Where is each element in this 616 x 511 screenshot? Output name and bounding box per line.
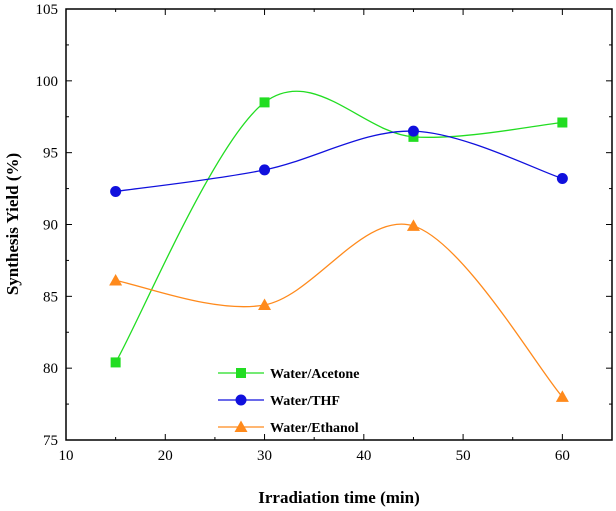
data-point-water-ethanol xyxy=(406,219,420,231)
x-tick-label: 40 xyxy=(356,448,371,464)
legend-label: Water/Ethanol xyxy=(270,421,359,436)
x-axis-title: Irradiation time (min) xyxy=(258,488,419,507)
data-point-water-thf xyxy=(110,185,122,197)
x-tick-label: 30 xyxy=(257,448,272,464)
legend-label: Water/Acetone xyxy=(270,367,359,382)
y-tick-label: 75 xyxy=(43,433,58,449)
y-tick-label: 100 xyxy=(36,74,59,90)
legend-marker xyxy=(234,420,248,432)
plot-area-frame xyxy=(65,8,613,441)
x-tick-label: 50 xyxy=(456,448,471,464)
data-point-water-thf xyxy=(407,125,419,137)
x-tick-label: 20 xyxy=(158,448,173,464)
legend-marker xyxy=(235,394,247,406)
y-tick-label: 95 xyxy=(43,146,58,162)
series-line-water-ethanol xyxy=(115,223,563,398)
data-point-water-ethanol xyxy=(109,274,123,286)
data-point-water-acetone xyxy=(110,357,121,368)
axis-ticks: 10 20 30 40 50 60 75 80 85 90 95 100 105 xyxy=(36,2,612,464)
x-tick-label: 10 xyxy=(59,448,74,464)
data-point-water-acetone xyxy=(557,117,568,128)
y-tick-label: 80 xyxy=(43,361,58,377)
series-line-water-thf xyxy=(115,130,563,193)
y-tick-label: 85 xyxy=(43,289,58,305)
legend-item-water-acetone: Water/Acetone xyxy=(218,367,359,382)
x-tick-label: 60 xyxy=(555,448,570,464)
series-line-water-acetone xyxy=(115,90,563,363)
legend-label: Water/THF xyxy=(270,394,340,409)
y-tick-label: 90 xyxy=(43,218,58,234)
y-axis-title: Synthesis Yield (%) xyxy=(3,153,22,295)
data-point-water-ethanol xyxy=(555,390,569,402)
data-point-water-ethanol xyxy=(258,298,272,310)
legend-item-water-thf: Water/THF xyxy=(218,394,340,409)
data-point-water-thf xyxy=(259,164,271,176)
legend-item-water-ethanol: Water/Ethanol xyxy=(218,420,359,436)
data-point-water-acetone xyxy=(408,131,419,142)
series-layer xyxy=(109,90,569,402)
y-tick-label: 105 xyxy=(36,2,59,18)
data-point-water-thf xyxy=(556,173,568,185)
legend-marker xyxy=(236,368,246,378)
legend: Water/Acetone Water/THF Water/Ethanol xyxy=(218,367,359,436)
data-point-water-acetone xyxy=(259,97,270,108)
